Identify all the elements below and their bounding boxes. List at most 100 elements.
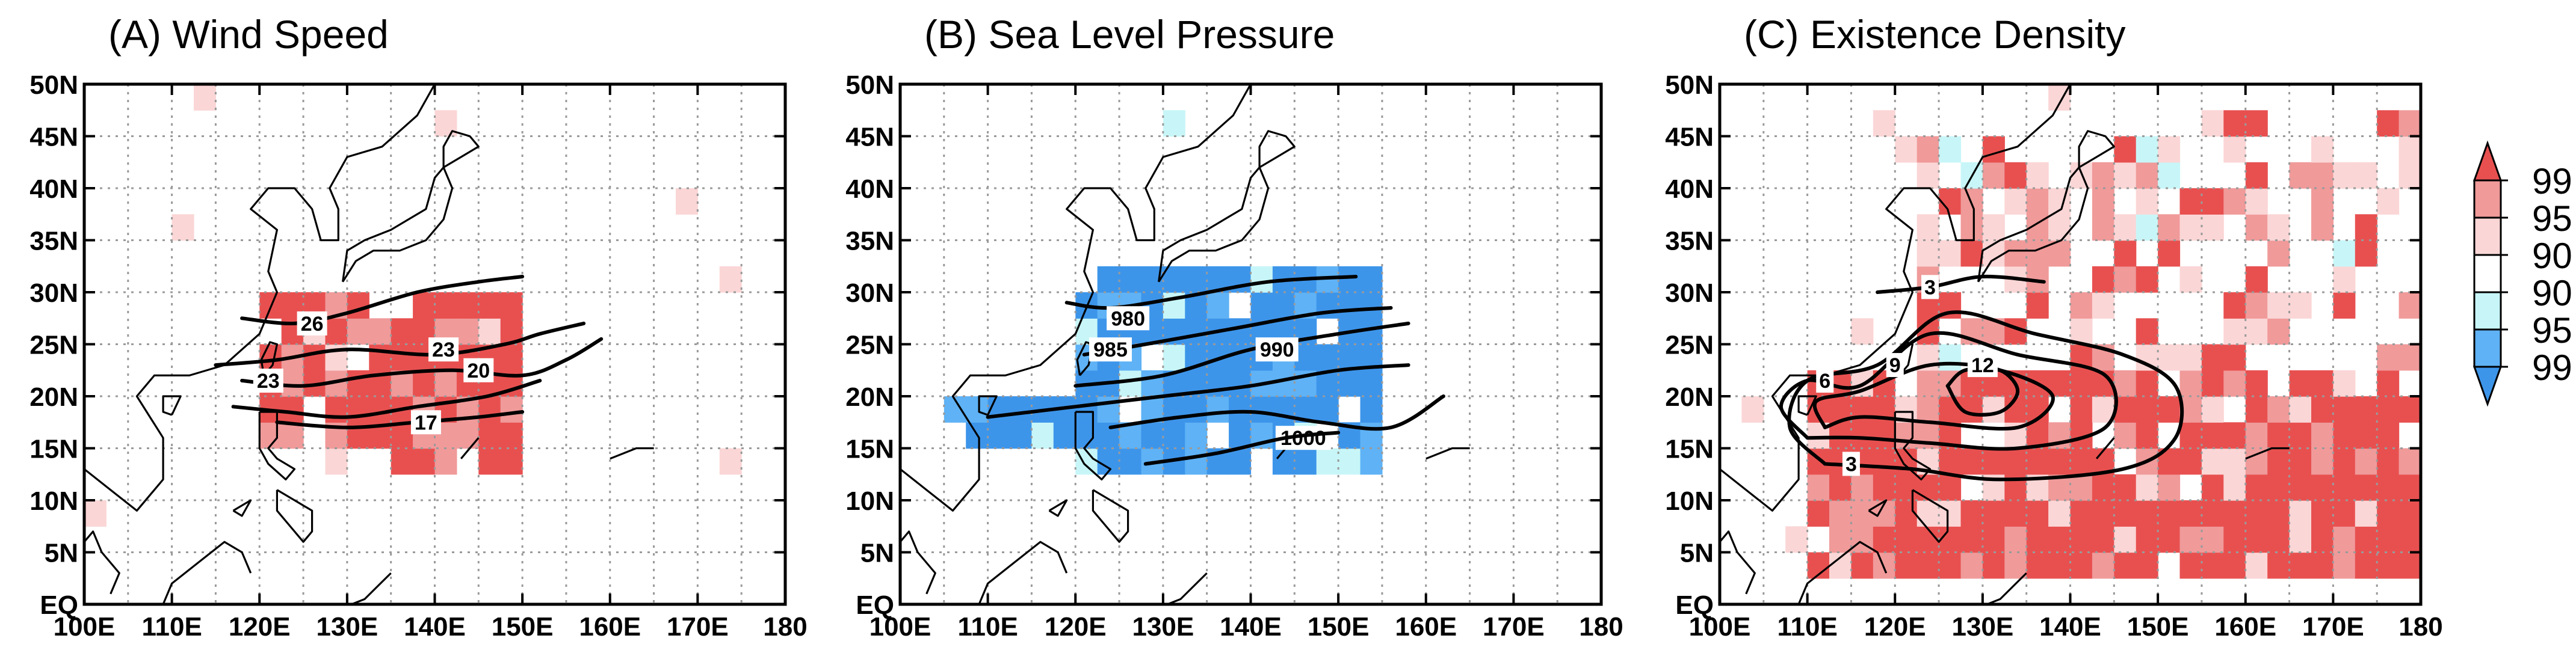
heat-cell xyxy=(1272,448,1295,475)
colorbar-label: 95 xyxy=(2532,310,2572,351)
heat-cell xyxy=(2398,396,2421,423)
heat-cell xyxy=(1873,448,1895,475)
heat-cell xyxy=(2158,136,2181,163)
y-tick-label: 45N xyxy=(845,123,894,152)
heat-cell xyxy=(2223,136,2246,163)
contour-line xyxy=(1073,321,1410,388)
heat-cell xyxy=(2070,526,2093,553)
contour-label-box xyxy=(1089,337,1132,362)
heat-cell xyxy=(719,448,742,475)
contours: 3 3 6 9 12 xyxy=(1779,274,2184,482)
heat-cell xyxy=(2114,526,2137,553)
heat-cell xyxy=(1917,240,1939,267)
heat-cell xyxy=(2245,500,2268,527)
heat-cell xyxy=(2179,370,2202,397)
coastline xyxy=(1092,489,1129,543)
heat-cell xyxy=(1982,552,2005,579)
heat-cell xyxy=(1360,266,1383,293)
panel-title: (A) Wind Speed xyxy=(108,12,389,57)
heat-cell xyxy=(2311,448,2334,475)
heat-cell xyxy=(1960,500,1983,527)
gridlines xyxy=(84,84,785,604)
heat-cell xyxy=(1185,318,1208,345)
plot-area: 3 3 6 9 12 xyxy=(1720,84,2421,604)
y-tick-label: 10N xyxy=(1665,486,1714,516)
y-tick-label: 40N xyxy=(1665,174,1714,204)
contour-line xyxy=(1945,366,2020,417)
heat-cell xyxy=(1229,344,1252,371)
y-tick-label: 20N xyxy=(1665,382,1714,412)
y-tick-label: EQ xyxy=(856,590,894,620)
heat-cell xyxy=(2311,500,2334,527)
heat-cell xyxy=(2114,500,2137,527)
heat-cell xyxy=(2377,474,2400,501)
heat-cell xyxy=(2136,370,2158,397)
heat-cell xyxy=(2311,162,2334,189)
heat-cell xyxy=(1960,214,1983,241)
heat-cell xyxy=(2158,214,2181,241)
contour-line xyxy=(1108,394,1445,431)
heat-cell xyxy=(2092,266,2114,293)
heat-cell xyxy=(2179,188,2202,215)
heat-cell xyxy=(1829,474,1852,501)
heat-cell xyxy=(1119,448,1142,475)
heat-cell xyxy=(1939,240,1962,267)
heat-cell xyxy=(2333,240,2356,267)
contour-label-box xyxy=(1967,353,1998,378)
heat-cell xyxy=(1272,370,1295,397)
heat-cell xyxy=(1316,448,1339,475)
y-tick-label: 5N xyxy=(860,539,894,568)
heat-cell xyxy=(1895,552,1918,579)
x-tick-label: 130E xyxy=(1951,612,2013,642)
heat-cell xyxy=(2333,448,2356,475)
heat-cell xyxy=(434,448,457,475)
heat-cell xyxy=(2223,370,2246,397)
coastline xyxy=(258,411,296,480)
heat-cell xyxy=(2333,292,2356,319)
heat-cell xyxy=(2333,396,2356,423)
heat-cell xyxy=(1360,292,1383,319)
heat-cell xyxy=(2004,500,2027,527)
contour-label: 6 xyxy=(1819,370,1830,393)
heat-cell xyxy=(1982,136,2005,163)
heat-cell xyxy=(1917,162,1939,189)
heat-cell xyxy=(1939,552,1962,579)
heat-cell xyxy=(2092,526,2114,553)
x-tick-label: 180 xyxy=(2398,612,2442,642)
axes: 100E 110E 120E 130E 140E 150E 160E 170E 180 EQ 5N 1… xyxy=(845,70,1623,642)
heat-cell xyxy=(987,422,1010,449)
colorbar-extend-bottom xyxy=(2473,366,2503,407)
heat-cell xyxy=(1031,422,1054,449)
heat-cell xyxy=(2245,552,2268,579)
panel-wind-speed: (A) Wind Speed 26 23 20 23 17 100E 110E 120E 130E… xyxy=(29,12,807,642)
heat-cell xyxy=(2355,396,2377,423)
heat-cell xyxy=(1939,136,1962,163)
panel-title: (B) Sea Level Pressure xyxy=(924,12,1335,57)
heat-cell xyxy=(2289,552,2312,579)
heat-cell xyxy=(347,396,369,423)
contour-line xyxy=(231,379,542,419)
y-tick-label: 20N xyxy=(845,382,894,412)
heat-cell xyxy=(2333,474,2356,501)
x-tick-label: 130E xyxy=(316,612,378,642)
heat-cell xyxy=(2201,526,2224,553)
heat-cell xyxy=(391,344,413,371)
x-tick-label: 160E xyxy=(2214,612,2276,642)
heat-cell xyxy=(2377,188,2400,215)
heat-cell xyxy=(1360,448,1383,475)
x-tick-label: 100E xyxy=(869,612,931,642)
contour-label-box xyxy=(463,358,494,382)
heat-cell xyxy=(1895,500,1918,527)
heat-cell xyxy=(2398,162,2421,189)
coastline xyxy=(1074,411,1112,480)
heat-cell xyxy=(2048,214,2071,241)
x-tick-label: 160E xyxy=(579,612,641,642)
contour-label: 990 xyxy=(1260,339,1294,361)
coastlines xyxy=(900,84,1470,604)
heat-cell xyxy=(1917,526,1939,553)
heat-cell xyxy=(1982,214,2005,241)
heat-cell xyxy=(2245,188,2268,215)
heat-cell xyxy=(2311,214,2334,241)
contour-label: 985 xyxy=(1093,339,1128,361)
